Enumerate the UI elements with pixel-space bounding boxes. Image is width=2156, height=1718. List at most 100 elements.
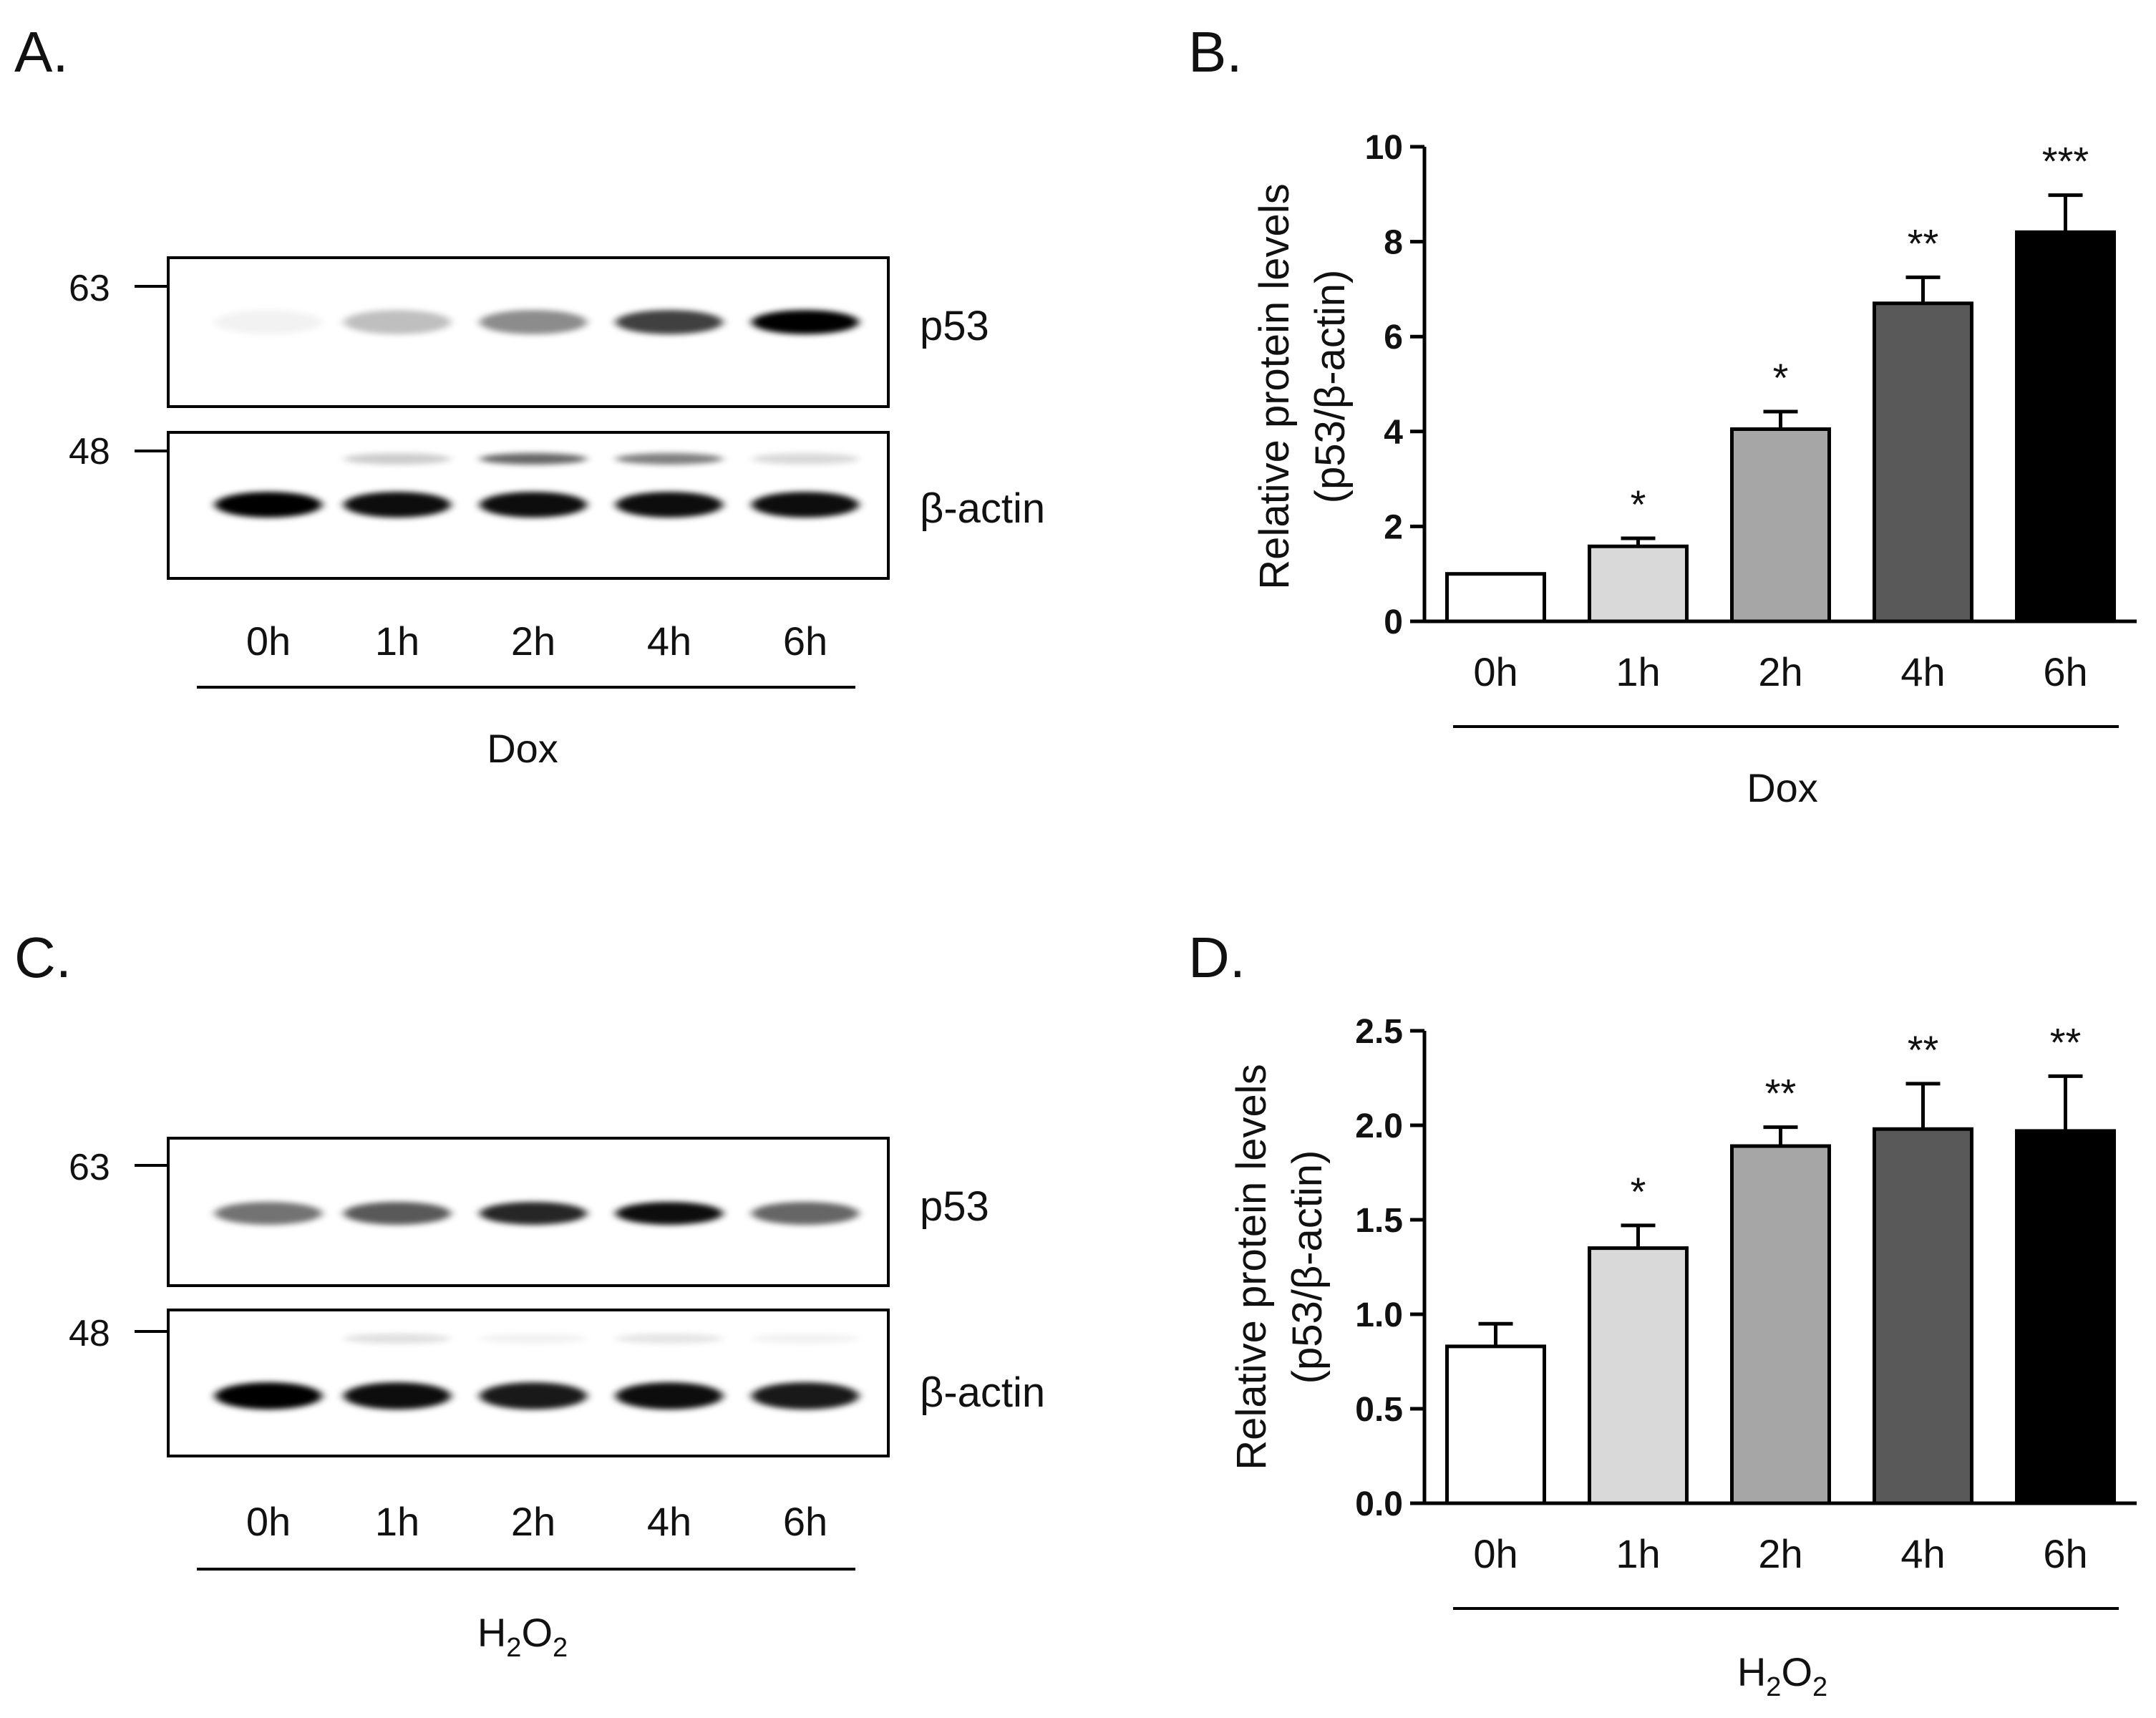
panel-c-actin-band-3 (616, 1382, 723, 1409)
panel-a-p53-band-4 (752, 310, 859, 334)
panel-c-p53-band-2 (480, 1202, 587, 1225)
panel-d-y-tick-label: 1.0 (1355, 1296, 1403, 1334)
panel-d-x-tick-label: 2h (1758, 1531, 1802, 1576)
panel-a-actin-band-2 (480, 492, 587, 518)
panel-a-actin-band-3 (616, 492, 723, 518)
panel-a-lane-label: 6h (783, 618, 827, 664)
panel-c-actin-blot-frame (167, 1309, 890, 1457)
panel-d-label: D. (1188, 926, 1245, 989)
panel-d-group-sub1: 2 (1766, 1672, 1781, 1702)
panel-b-significance: ** (1908, 220, 1939, 266)
panel-c-actin-blot (215, 1334, 859, 1409)
panel-d-group-h: H (1737, 1649, 1766, 1694)
panel-c-lane-label: 2h (511, 1499, 555, 1544)
panel-a-lane-label: 0h (246, 618, 291, 664)
panel-c-lane-label: 4h (647, 1499, 691, 1544)
panel-d-x-tick-label: 1h (1616, 1531, 1660, 1576)
panel-d-bar-2h (1730, 1144, 1831, 1505)
panel-c-label: C. (14, 926, 72, 989)
panel-c-treatment-sub2: 2 (553, 1633, 568, 1663)
panel-c-marker-48: 48 (69, 1313, 110, 1354)
panel-b-y-tick-label: 0 (1384, 603, 1403, 641)
panel-b-chart: B. Relative protein levels (p53/β-actin)… (1188, 20, 2137, 810)
panel-a-nonspecific-band-3 (616, 453, 723, 465)
panel-d-group-label: H2O2 (1737, 1649, 1827, 1702)
panel-a-treatment-label: Dox (487, 726, 558, 771)
panel-a-p53-band-1 (344, 310, 451, 334)
panel-d-x-tick-label: 6h (2043, 1531, 2087, 1576)
panel-b-x-tick-label: 6h (2043, 649, 2087, 694)
panel-c: C. 63 48 p53 β-actin 0h 1h 2h 4h 6h H2O2 (14, 926, 1045, 1663)
panel-c-nonspecific-band-1 (344, 1334, 451, 1344)
panel-b-y-tick-label: 6 (1384, 319, 1403, 356)
panel-d-significance: ** (1908, 1027, 1939, 1072)
panel-b-x-tick-label: 0h (1473, 649, 1518, 694)
panel-a-lane-label: 2h (511, 618, 555, 664)
panel-a-label: A. (14, 20, 69, 84)
panel-b-y-tick-label: 4 (1384, 414, 1403, 452)
panel-c-treatment-h: H (477, 1610, 506, 1655)
panel-b-significance: * (1773, 355, 1789, 400)
panel-d-bar-6h (2015, 1129, 2116, 1505)
panel-c-treatment-label: H2O2 (477, 1610, 568, 1663)
panel-d-significance: ** (2050, 1019, 2082, 1064)
panel-d-bar-1h (1588, 1246, 1689, 1505)
panel-b-y-tick-label: 8 (1384, 224, 1403, 262)
panel-d-y-tick-label: 1.5 (1355, 1202, 1403, 1240)
panel-c-p53-blot-frame (167, 1137, 890, 1287)
panel-a-nonspecific-band-4 (752, 453, 859, 465)
panel-d-significance: ** (1765, 1071, 1797, 1116)
panel-c-actin-band-2 (480, 1382, 587, 1409)
panel-b-bar-0h (1445, 572, 1546, 623)
panel-a-p53-blot (215, 310, 859, 334)
panel-d-bar-4h (1873, 1127, 1973, 1505)
panel-a-p53-band-3 (616, 310, 723, 334)
panel-d-group-o: O (1781, 1649, 1812, 1694)
panel-d-group-sub2: 2 (1812, 1672, 1827, 1702)
panel-d-y-tick-label: 0.5 (1355, 1391, 1403, 1429)
panel-b-y-tick-label: 10 (1365, 129, 1403, 167)
panel-b-significance: * (1631, 482, 1646, 527)
panel-b-label: B. (1188, 20, 1243, 84)
panel-b-group-label: Dox (1747, 765, 1818, 810)
panel-c-treatment-o: O (521, 1610, 553, 1655)
panel-d-y-tick-label: 2.5 (1355, 1013, 1403, 1051)
panel-c-actin-band-0 (215, 1382, 322, 1409)
panel-b-ylabel-line1: Relative protein levels (1251, 183, 1298, 589)
panel-a-lane-label: 1h (375, 618, 419, 664)
panel-c-band-actin-label: β-actin (920, 1369, 1045, 1416)
panel-a-nonspecific-band-1 (344, 453, 451, 465)
panel-c-p53-blot (215, 1202, 859, 1225)
panel-a-marker-63: 63 (69, 268, 110, 309)
panel-c-nonspecific-band-4 (752, 1334, 859, 1344)
panel-b-x-tick-label: 1h (1616, 649, 1660, 694)
panel-a: A. 63 48 p53 β-actin 0h 1h 2h 4h 6h Dox (14, 20, 1045, 771)
panel-c-marker-63: 63 (69, 1147, 110, 1188)
panel-d-x-tick-label: 4h (1900, 1531, 1945, 1576)
panel-c-p53-band-3 (616, 1202, 723, 1225)
panel-c-lane-labels: 0h 1h 2h 4h 6h (246, 1499, 827, 1544)
panel-d-chart: D. Relative protein levels (p53/β-actin)… (1188, 926, 2137, 1702)
panel-b-ylabel-line2: (p53/β-actin) (1307, 270, 1354, 504)
panel-c-lane-label: 0h (246, 1499, 291, 1544)
panel-b-bar-4h (1873, 301, 1973, 623)
panel-c-p53-band-1 (344, 1202, 451, 1225)
panel-b-y-tick-label: 2 (1384, 508, 1403, 546)
panel-a-marker-48: 48 (69, 431, 110, 472)
panel-c-nonspecific-band-2 (480, 1334, 587, 1344)
panel-b-x-tick-label: 4h (1900, 649, 1945, 694)
panel-a-lane-label: 4h (647, 618, 691, 664)
panel-a-actin-band-1 (344, 492, 451, 518)
panel-c-band-p53-label: p53 (920, 1183, 989, 1230)
panel-a-actin-blot (215, 453, 859, 518)
panel-a-band-actin-label: β-actin (920, 485, 1045, 532)
panel-d-y-tick-label: 0.0 (1355, 1485, 1403, 1523)
panel-d-ylabel-line2: (p53/β-actin) (1284, 1150, 1331, 1384)
panel-a-p53-band-2 (480, 310, 587, 334)
panel-a-nonspecific-band-2 (480, 453, 587, 465)
panel-b-bar-6h (2015, 230, 2116, 623)
panel-b-bar-2h (1730, 427, 1831, 623)
panel-a-actin-blot-frame (167, 431, 890, 580)
panel-a-actin-band-0 (215, 492, 322, 518)
